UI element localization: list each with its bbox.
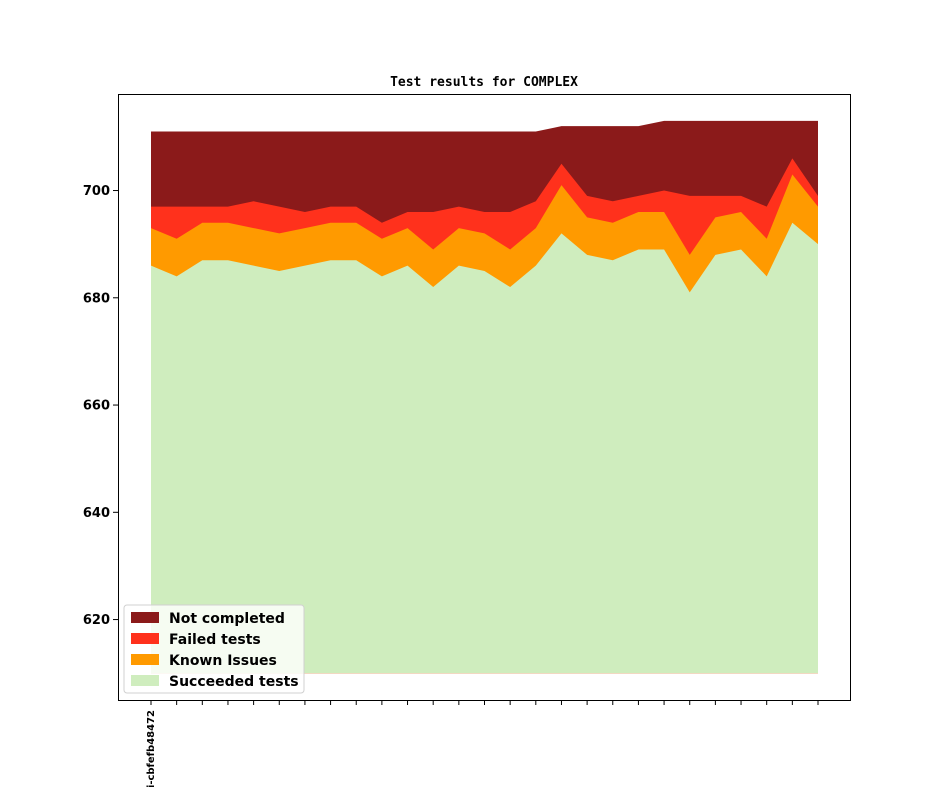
legend-label: Known Issues bbox=[169, 653, 277, 669]
y-axis: 620 640 660 680 700 bbox=[83, 184, 118, 628]
y-tick-label: 660 bbox=[83, 399, 110, 414]
legend-swatch bbox=[131, 675, 159, 686]
legend-swatch bbox=[131, 654, 159, 665]
area-series-group bbox=[151, 120, 818, 674]
legend-swatch bbox=[131, 612, 159, 623]
legend-label: Succeeded tests bbox=[169, 674, 299, 690]
y-tick-label: 680 bbox=[83, 291, 110, 306]
x-tick-label: i-cbfefb48472 bbox=[146, 710, 157, 787]
legend-label: Not completed bbox=[169, 611, 285, 627]
y-tick-label: 640 bbox=[83, 506, 110, 521]
y-tick-label: 620 bbox=[83, 613, 110, 628]
y-tick-label: 700 bbox=[83, 184, 110, 199]
legend-box bbox=[123, 604, 305, 694]
legend-label: Failed tests bbox=[169, 632, 261, 648]
area-succeeded-tests bbox=[151, 222, 818, 674]
chart-title: Test results for COMPLEX bbox=[390, 75, 578, 90]
legend: Not completed Failed tests Known Issues Suc… bbox=[123, 604, 305, 694]
legend-swatch bbox=[131, 633, 159, 644]
x-axis: i-cbfefb48472 bbox=[146, 700, 819, 787]
